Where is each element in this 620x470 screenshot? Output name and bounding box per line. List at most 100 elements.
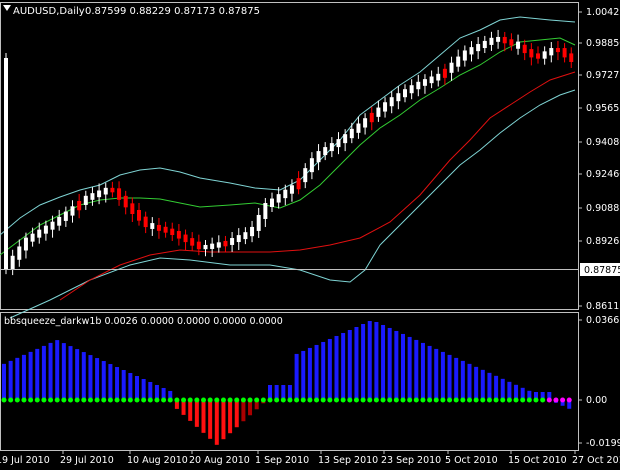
- histogram-bar: [460, 360, 465, 400]
- candle-body: [409, 85, 414, 94]
- price-tick-label: 0.89265: [586, 236, 620, 247]
- candle-body: [383, 102, 388, 112]
- histogram-bar: [15, 357, 20, 400]
- histogram-bar: [341, 332, 346, 400]
- histogram-bar: [41, 345, 46, 400]
- squeeze-dot: [194, 397, 200, 403]
- histogram-bar: [161, 387, 166, 400]
- candle-body: [117, 188, 122, 200]
- squeeze-dot: [486, 397, 492, 403]
- squeeze-dot: [480, 397, 486, 403]
- squeeze-dot: [393, 397, 399, 403]
- squeeze-dot: [68, 397, 73, 403]
- squeeze-dot: [373, 397, 379, 403]
- squeeze-dot: [87, 397, 93, 403]
- price-tick-label: 0.86115: [586, 301, 620, 312]
- candle-body: [436, 73, 441, 81]
- squeeze-dot: [167, 397, 173, 403]
- candle-body: [349, 128, 354, 139]
- histogram-bar: [81, 352, 86, 400]
- histogram-bar: [268, 385, 272, 400]
- histogram-bar: [434, 348, 439, 400]
- squeeze-dot: [234, 397, 240, 403]
- squeeze-dot: [553, 397, 559, 403]
- squeeze-dot: [207, 397, 213, 403]
- squeeze-dot: [294, 397, 300, 403]
- candle-body: [103, 187, 108, 195]
- histogram-bar: [361, 324, 366, 400]
- squeeze-dot: [513, 397, 519, 403]
- candle-body: [223, 240, 228, 247]
- candle-body: [203, 244, 208, 250]
- squeeze-dot: [500, 397, 506, 403]
- squeeze-dot: [300, 397, 306, 403]
- time-tick-label: 27 Oct 2010: [572, 455, 620, 466]
- candle-body: [230, 238, 235, 245]
- squeeze-dot: [227, 397, 233, 403]
- main-chart-frame: [0, 2, 579, 310]
- candle-body: [263, 203, 268, 219]
- histogram-bar: [88, 355, 93, 400]
- squeeze-dot: [447, 397, 453, 403]
- squeeze-dot: [107, 397, 113, 403]
- candle-body: [476, 44, 481, 52]
- histogram-bar: [241, 400, 246, 422]
- candle-body: [442, 68, 447, 78]
- squeeze-dot: [307, 397, 313, 403]
- candle-body: [323, 147, 328, 156]
- candle-body: [17, 246, 22, 260]
- histogram-bar: [181, 400, 186, 415]
- candle-body: [489, 37, 494, 45]
- histogram-bar: [480, 369, 485, 400]
- squeeze-dot: [41, 397, 47, 403]
- squeeze-dot: [161, 397, 167, 403]
- squeeze-dot: [94, 397, 100, 403]
- candle-body: [10, 255, 15, 270]
- histogram-bar: [414, 339, 419, 400]
- histogram-bar: [48, 342, 53, 400]
- histogram-bar: [487, 372, 492, 400]
- squeeze-dot: [400, 397, 406, 403]
- candle-body: [216, 242, 221, 248]
- candle-body: [256, 214, 261, 231]
- squeeze-dot: [353, 397, 359, 403]
- candle-body: [316, 151, 321, 163]
- candle-body: [183, 234, 188, 243]
- histogram-bar: [214, 400, 219, 445]
- histogram-bar: [474, 366, 479, 400]
- histogram-bar: [68, 346, 73, 400]
- candle-body: [363, 118, 368, 128]
- squeeze-dot: [8, 397, 14, 403]
- squeeze-dot: [174, 397, 180, 403]
- squeeze-dot: [460, 397, 466, 403]
- current-price-label: 0.87875: [584, 265, 620, 276]
- histogram-bar: [274, 385, 279, 400]
- squeeze-dot: [566, 397, 572, 403]
- histogram-bar: [154, 384, 159, 400]
- histogram-bar: [381, 324, 386, 400]
- squeeze-dot: [48, 397, 54, 403]
- candle-body: [303, 168, 308, 183]
- histogram-bar: [294, 353, 299, 400]
- squeeze-dot: [274, 397, 280, 403]
- squeeze-dot: [34, 397, 40, 403]
- histogram-bar: [168, 390, 173, 400]
- indicator-tick-label: -0.0199: [586, 438, 620, 449]
- histogram-bar: [8, 360, 13, 400]
- squeeze-dot: [28, 397, 34, 403]
- candle-body: [289, 185, 294, 194]
- histogram-bar: [101, 361, 106, 400]
- candle-body: [502, 36, 507, 44]
- histogram-bar: [55, 340, 60, 400]
- candle-body: [150, 223, 155, 229]
- histogram-bar: [228, 400, 233, 434]
- squeeze-dot: [121, 397, 127, 403]
- candle-body: [562, 48, 567, 58]
- candle-body: [90, 193, 95, 200]
- histogram-bar: [234, 400, 239, 428]
- histogram-bar: [121, 370, 126, 400]
- symbol-header: AUDUSD,Daily 0.87599 0.88229 0.87173 0.8…: [3, 5, 260, 17]
- candle-body: [309, 158, 314, 173]
